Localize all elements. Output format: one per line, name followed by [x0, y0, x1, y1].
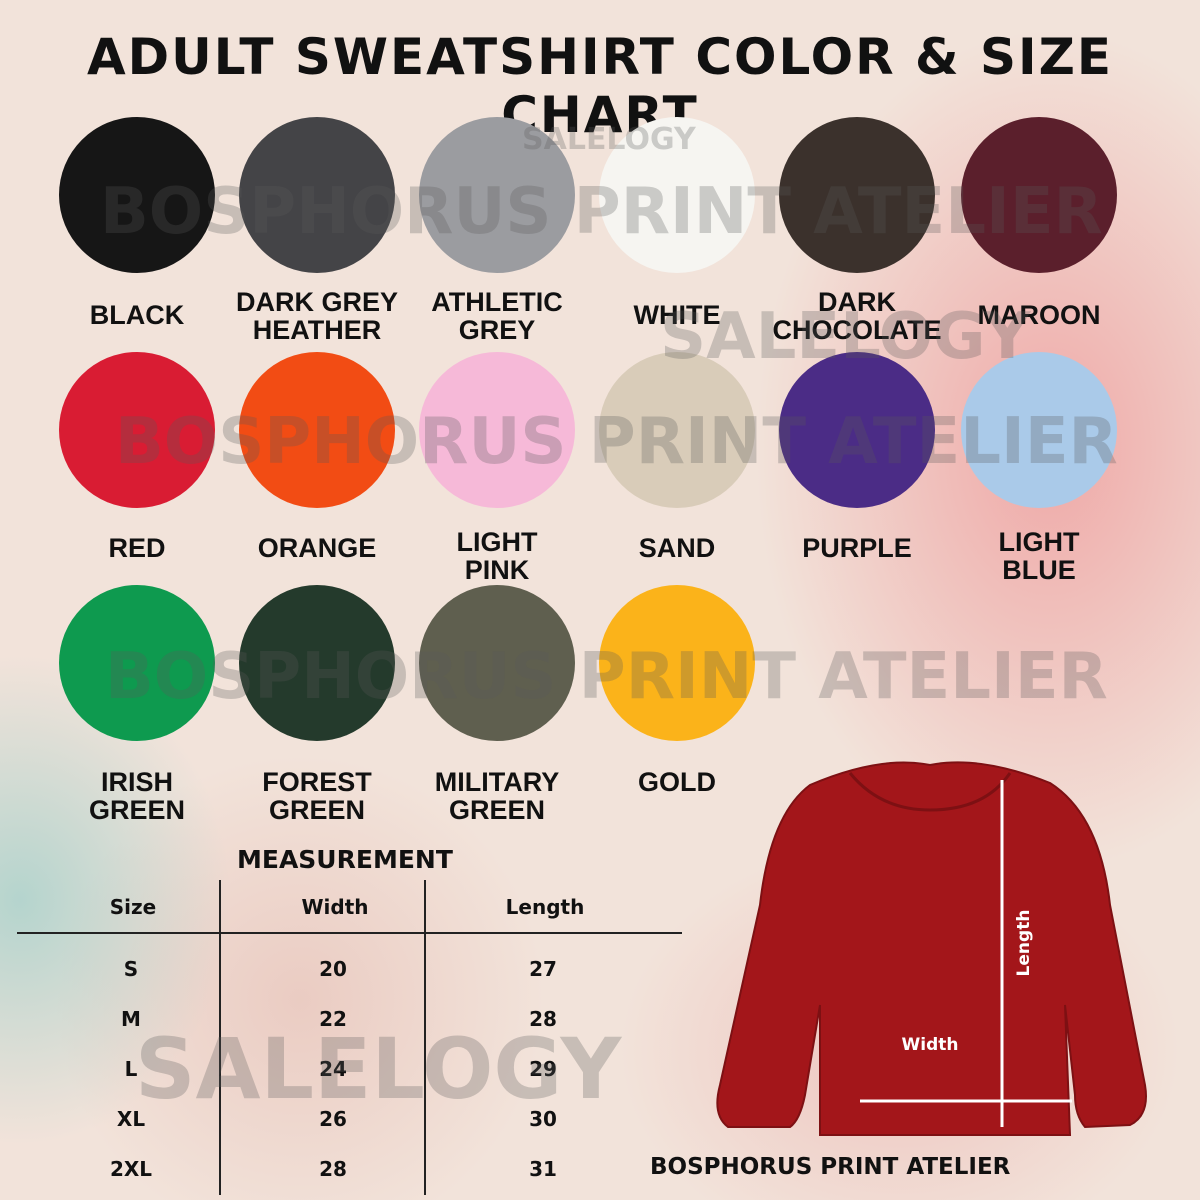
color-label-line: WHITE [633, 300, 721, 330]
color-swatch[interactable] [599, 352, 755, 508]
color-label-line: GOLD [638, 767, 716, 797]
color-label-line: FOREST [262, 767, 372, 797]
color-swatch[interactable] [779, 117, 935, 273]
sweatshirt-body [716, 761, 1147, 1136]
color-label-line: SAND [638, 533, 716, 563]
color-swatch[interactable] [59, 585, 215, 741]
table-header-rule [17, 932, 682, 934]
length-label: Length [1014, 910, 1034, 977]
table-header-size: Size [109, 895, 157, 919]
table-cell: 29 [529, 1057, 557, 1081]
color-label: WHITE [582, 301, 772, 329]
color-label-line: GREEN [268, 795, 366, 825]
color-label-line: GREEN [448, 795, 546, 825]
color-label: DARK CHOCOLATE [762, 288, 952, 344]
color-label-line: PINK [464, 555, 530, 585]
color-label: FOREST GREEN [222, 768, 412, 824]
color-label: ATHLETIC GREY [402, 288, 592, 344]
brand-footer: BOSPHORUS PRINT ATELIER [650, 1154, 1011, 1180]
width-label: Width [902, 1035, 959, 1055]
color-swatch[interactable] [419, 352, 575, 508]
color-label-line: ATHLETIC [431, 287, 563, 317]
color-label-line: GREEN [88, 795, 186, 825]
color-swatch[interactable] [599, 117, 755, 273]
color-label-line: LIGHT [998, 527, 1080, 557]
color-label-line: MILITARY [434, 767, 560, 797]
color-label: BLACK [42, 301, 232, 329]
table-cell: L [124, 1057, 138, 1081]
color-label: MAROON [944, 301, 1134, 329]
table-header-length: Length [505, 895, 585, 919]
table-cell: M [121, 1007, 141, 1031]
color-label: SAND [582, 534, 772, 562]
table-header-width: Width [301, 895, 369, 919]
color-label-line: ORANGE [257, 533, 377, 563]
color-swatch[interactable] [239, 585, 395, 741]
table-cell: 27 [529, 957, 557, 981]
color-label: RED [42, 534, 232, 562]
color-swatch[interactable] [961, 117, 1117, 273]
page-title: ADULT SWEATSHIRT COLOR & SIZE CHART [86, 28, 1114, 144]
color-label-line: BLACK [89, 300, 185, 330]
sweatshirt-diagram: Width Length [716, 761, 1147, 1136]
color-label: DARK GREY HEATHER [222, 288, 412, 344]
color-label-line: GREY [458, 315, 536, 345]
table-cell: 2XL [109, 1157, 153, 1181]
color-swatch[interactable] [961, 352, 1117, 508]
color-label-line: PURPLE [802, 533, 912, 563]
table-cell: XL [116, 1107, 146, 1131]
color-label-line: LIGHT [456, 527, 538, 557]
color-swatch[interactable] [59, 117, 215, 273]
color-label-line: HEATHER [252, 315, 382, 345]
table-cell: 28 [319, 1157, 347, 1181]
color-label: MILITARY GREEN [402, 768, 592, 824]
color-label-line: IRISH [100, 767, 173, 797]
color-label-line: RED [108, 533, 166, 563]
color-swatch[interactable] [419, 117, 575, 273]
table-cell: 28 [529, 1007, 557, 1031]
measurement-heading: MEASUREMENT [237, 845, 453, 874]
table-cell: 22 [319, 1007, 347, 1031]
table-cell: 26 [319, 1107, 347, 1131]
color-label: ORANGE [222, 534, 412, 562]
color-label: PURPLE [762, 534, 952, 562]
color-label: IRISH GREEN [42, 768, 232, 824]
color-swatch[interactable] [239, 117, 395, 273]
color-label: GOLD [582, 768, 772, 796]
table-cell: 31 [529, 1157, 557, 1181]
color-label-line: CHOCOLATE [772, 315, 942, 345]
color-label: LIGHT PINK [402, 528, 592, 584]
color-swatch[interactable] [779, 352, 935, 508]
color-label: LIGHT BLUE [944, 528, 1134, 584]
table-cell: S [123, 957, 139, 981]
table-cell: 24 [319, 1057, 347, 1081]
table-divider [424, 880, 426, 1195]
color-swatch[interactable] [419, 585, 575, 741]
color-label-line: MAROON [977, 300, 1101, 330]
table-divider [219, 880, 221, 1195]
color-label-line: BLUE [1002, 555, 1076, 585]
table-cell: 30 [529, 1107, 557, 1131]
color-swatch[interactable] [599, 585, 755, 741]
table-cell: 20 [319, 957, 347, 981]
color-swatch[interactable] [239, 352, 395, 508]
color-label-line: DARK GREY [235, 287, 398, 317]
color-label-line: DARK [818, 287, 896, 317]
color-swatch[interactable] [59, 352, 215, 508]
